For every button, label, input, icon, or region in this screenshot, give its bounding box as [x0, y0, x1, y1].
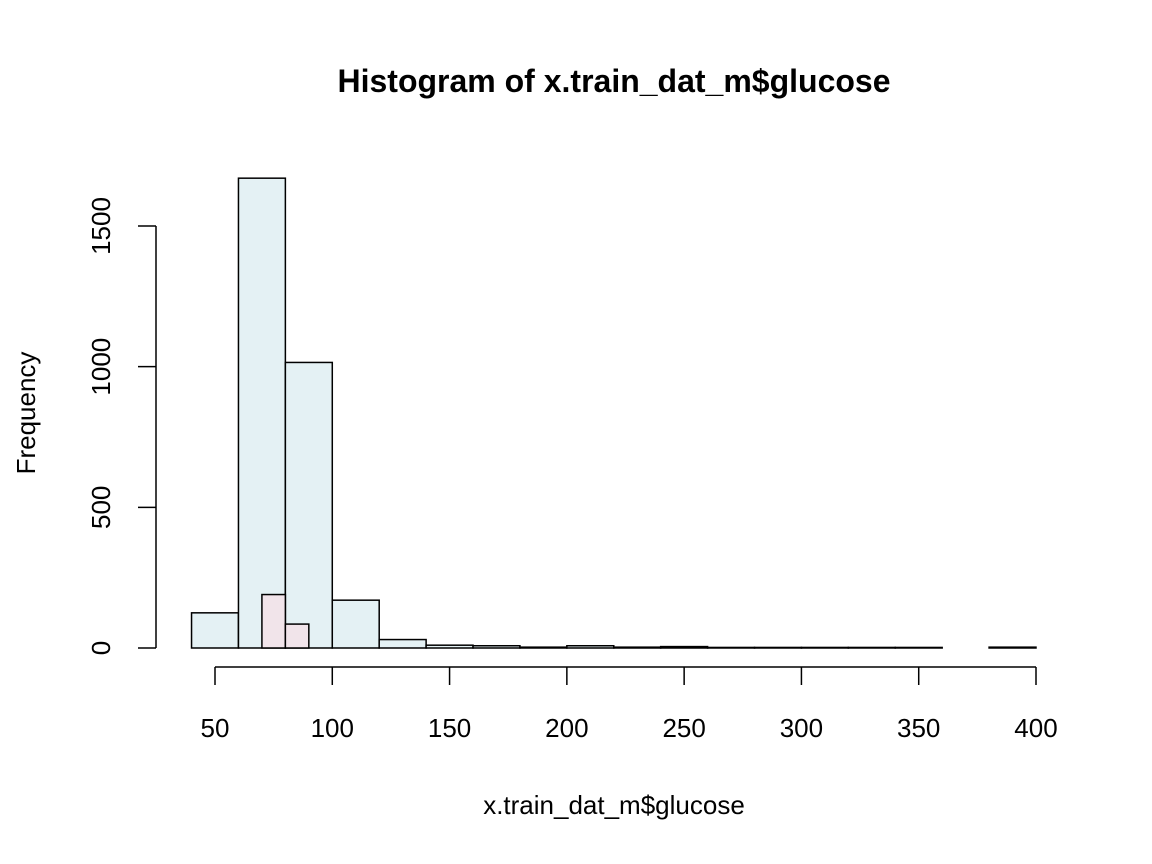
y-tick-label: 500: [86, 486, 116, 529]
y-axis: 0 500 1000 1500: [86, 197, 157, 655]
histogram-bar: [847, 646, 897, 649]
histogram-bar: [472, 644, 521, 649]
x-tick-label: 150: [428, 713, 471, 743]
histogram-bar: [331, 599, 380, 649]
histogram-bar: [613, 646, 662, 649]
x-tick-label: 400: [1014, 713, 1057, 743]
x-axis-label: x.train_dat_m$glucose: [483, 790, 745, 820]
histogram-bar: [284, 361, 334, 649]
x-tick-label: 350: [897, 713, 940, 743]
histogram-bar: [566, 644, 615, 649]
x-tick-label: 250: [662, 713, 705, 743]
chart-title: Histogram of x.train_dat_m$glucose: [337, 63, 890, 99]
histogram-bar: [519, 646, 568, 649]
histogram-bar: [261, 593, 287, 649]
y-tick-label: 1000: [86, 338, 116, 396]
histogram-bar: [237, 177, 287, 649]
x-axis: 50 100 150 200 250 300 350 400: [201, 666, 1058, 743]
histogram-bar: [190, 612, 240, 649]
y-axis-label: Frequency: [11, 352, 41, 475]
histogram-bar: [894, 646, 943, 649]
y-tick-label: 1500: [86, 197, 116, 255]
x-tick-label: 300: [780, 713, 823, 743]
x-tick-label: 200: [545, 713, 588, 743]
x-tick-label: 100: [311, 713, 354, 743]
histogram-bar: [800, 646, 850, 649]
histogram-bar: [425, 644, 474, 649]
histogram-bar: [988, 646, 1037, 649]
x-tick-label: 50: [201, 713, 230, 743]
histogram-bar: [378, 638, 427, 649]
histogram-bar: [706, 646, 756, 649]
histogram-bars: [190, 177, 1037, 649]
histogram-bar: [753, 646, 803, 649]
y-tick-label: 0: [86, 641, 116, 655]
histogram-bar: [659, 645, 709, 649]
histogram-bar: [284, 623, 310, 649]
